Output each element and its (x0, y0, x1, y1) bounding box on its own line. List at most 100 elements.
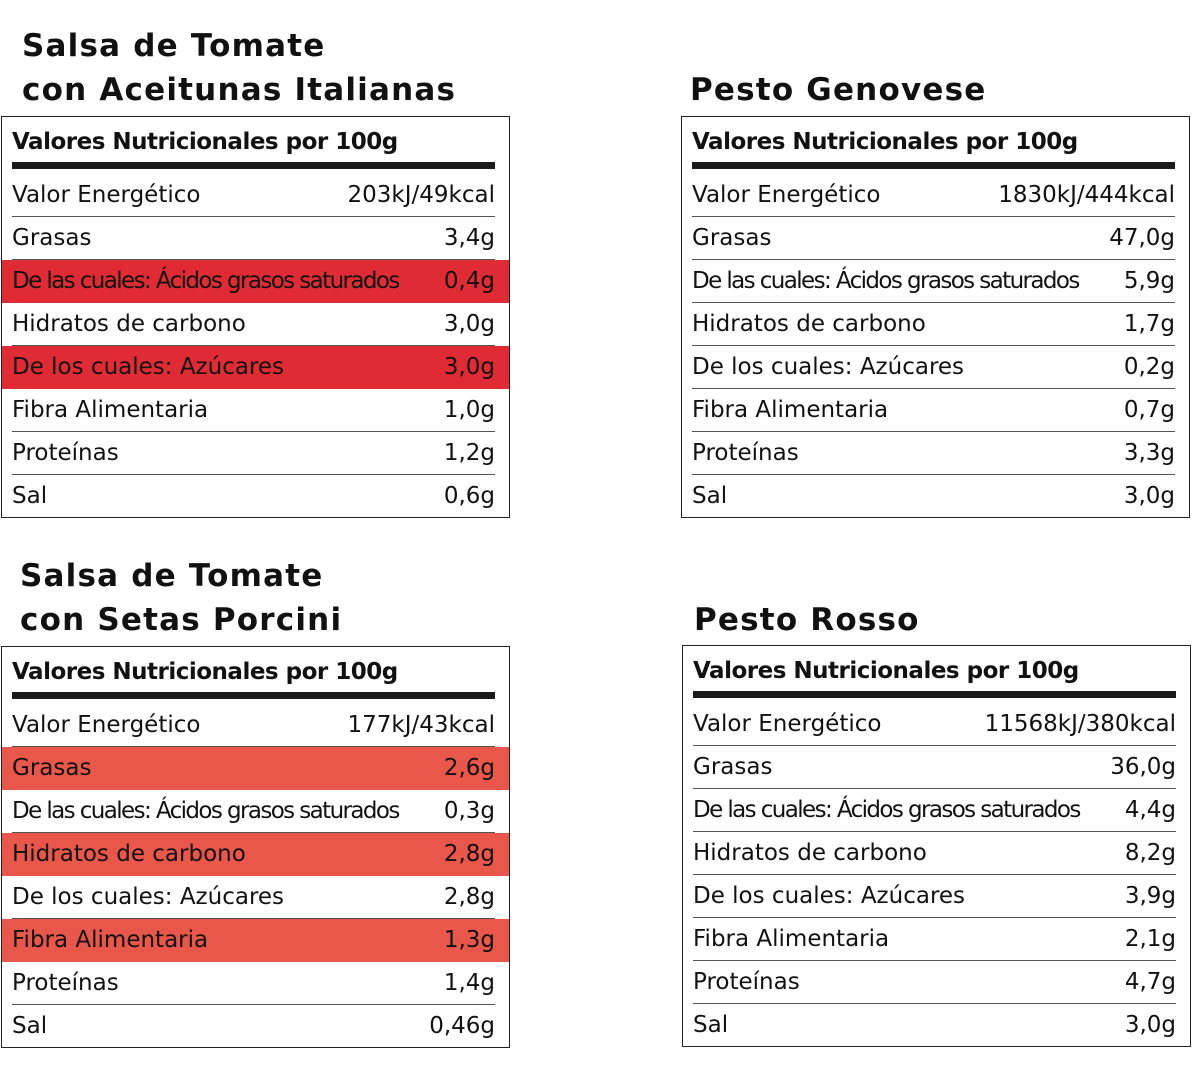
nutrient-label: De las cuales: Ácidos grasos saturados (692, 268, 1080, 294)
nutrient-label: Valor Energético (12, 712, 201, 738)
table-row: Sal 3,0g (683, 1004, 1176, 1047)
table-row: Valor Energético 177kJ/43kcal (2, 704, 495, 747)
nutrient-value: 4,7g (1124, 969, 1176, 995)
nutrient-value: 3,0g (443, 311, 495, 337)
header-rule (12, 162, 495, 169)
nutrient-label: Grasas (12, 755, 92, 781)
nutrient-value: 3,0g (1123, 483, 1175, 509)
nutrient-value: 0,46g (429, 1013, 495, 1039)
nutrient-label: Grasas (692, 225, 772, 251)
table-row: Grasas 2,6g (2, 747, 509, 790)
nutrient-label: Valor Energético (12, 182, 201, 208)
nutrient-label: Sal (693, 1012, 729, 1038)
table-row: De los cuales: Azúcares 3,9g (683, 875, 1176, 918)
nutrient-label: Proteínas (693, 969, 800, 995)
table-row: Fibra Alimentaria 0,7g (682, 389, 1175, 432)
table-row: Grasas 36,0g (683, 746, 1176, 789)
row-divider (692, 388, 1175, 389)
nutrient-label: De las cuales: Ácidos grasos saturados (12, 798, 400, 824)
row-divider (12, 259, 495, 260)
nutrient-value: 4,4g (1124, 797, 1176, 823)
table-row: Fibra Alimentaria 1,3g (2, 919, 509, 962)
row-divider (693, 745, 1176, 746)
row-divider (693, 788, 1176, 789)
panel-title: Salsa de Tomate con Setas Porcini (20, 554, 342, 642)
nutrient-value: 3,0g (1124, 1012, 1176, 1038)
nutrient-value: 47,0g (1109, 225, 1175, 251)
row-divider (693, 831, 1176, 832)
table-header: Valores Nutricionales por 100g (12, 659, 398, 685)
header-rule (692, 162, 1175, 169)
nutrient-value: 0,4g (443, 268, 495, 294)
table-row: De los cuales: Azúcares 2,8g (2, 876, 495, 919)
table-row: Sal 0,6g (2, 475, 495, 518)
row-divider (12, 216, 495, 217)
nutrient-label: De las cuales: Ácidos grasos saturados (12, 268, 400, 294)
nutrient-value: 2,8g (443, 884, 495, 910)
nutrient-value: 3,9g (1124, 883, 1176, 909)
nutrient-value: 8,2g (1124, 840, 1176, 866)
panel-title-line: Salsa de Tomate (20, 558, 324, 594)
nutrient-label: Proteínas (692, 440, 799, 466)
nutrient-label: Valor Energético (692, 182, 881, 208)
table-header: Valores Nutricionales por 100g (12, 129, 398, 155)
nutrient-value: 0,3g (443, 798, 495, 824)
panel-title-line: con Setas Porcini (20, 602, 343, 638)
row-divider (692, 431, 1175, 432)
row-divider (692, 474, 1175, 475)
nutrient-value: 3,4g (443, 225, 495, 251)
nutrient-label: Grasas (12, 225, 92, 251)
table-row: Proteínas 1,4g (2, 962, 495, 1005)
row-divider (692, 302, 1175, 303)
table-row: De las cuales: Ácidos grasos saturados 0,… (2, 790, 495, 833)
table-row: Fibra Alimentaria 1,0g (2, 389, 495, 432)
nutrition-table: Valores Nutricionales por 100g Valor Ene… (1, 116, 510, 518)
panel-title-line: con Aceitunas Italianas (22, 72, 457, 108)
row-divider (693, 1003, 1176, 1004)
row-divider (693, 960, 1176, 961)
nutrient-label: De los cuales: Azúcares (692, 354, 965, 380)
nutrient-value: 3,0g (443, 354, 495, 380)
nutrition-table: Valores Nutricionales por 100g Valor Ene… (682, 645, 1191, 1047)
nutrient-value: 203kJ/49kcal (347, 182, 495, 208)
nutrient-value: 36,0g (1110, 754, 1176, 780)
row-divider (12, 832, 495, 833)
row-divider (12, 474, 495, 475)
row-divider (693, 874, 1176, 875)
nutrient-value: 1,0g (443, 397, 495, 423)
table-row: De las cuales: Ácidos grasos saturados 5,… (682, 260, 1175, 303)
table-row: Hidratos de carbono 8,2g (683, 832, 1176, 875)
table-row: Hidratos de carbono 3,0g (2, 303, 495, 346)
panel-title: Pesto Rosso (694, 598, 920, 642)
nutrient-value: 2,1g (1124, 926, 1176, 952)
nutrient-value: 5,9g (1123, 268, 1175, 294)
table-row: Valor Energético 1830kJ/444kcal (682, 174, 1175, 217)
nutrient-value: 0,7g (1123, 397, 1175, 423)
nutrient-label: Hidratos de carbono (12, 841, 246, 867)
nutrition-table: Valores Nutricionales por 100g Valor Ene… (681, 116, 1190, 518)
table-row: Proteínas 3,3g (682, 432, 1175, 475)
nutrient-label: Grasas (693, 754, 773, 780)
table-row: De los cuales: Azúcares 3,0g (2, 346, 509, 389)
table-row: Proteínas 1,2g (2, 432, 495, 475)
table-row: Sal 3,0g (682, 475, 1175, 518)
nutrient-label: De los cuales: Azúcares (12, 354, 285, 380)
table-row: Grasas 3,4g (2, 217, 495, 260)
nutrient-value: 0,2g (1123, 354, 1175, 380)
row-divider (692, 345, 1175, 346)
table-row: De los cuales: Azúcares 0,2g (682, 346, 1175, 389)
nutrient-label: De los cuales: Azúcares (12, 884, 285, 910)
nutrient-label: Valor Energético (693, 711, 882, 737)
row-divider (693, 917, 1176, 918)
table-row: Fibra Alimentaria 2,1g (683, 918, 1176, 961)
nutrient-label: Hidratos de carbono (693, 840, 927, 866)
row-divider (12, 918, 495, 919)
nutrient-value: 11568kJ/380kcal (984, 711, 1176, 737)
nutrient-value: 3,3g (1123, 440, 1175, 466)
table-row: Valor Energético 203kJ/49kcal (2, 174, 495, 217)
row-divider (692, 216, 1175, 217)
panel-title-line: Pesto Genovese (690, 72, 987, 108)
nutrient-value: 1,3g (443, 927, 495, 953)
table-header: Valores Nutricionales por 100g (692, 129, 1078, 155)
nutrient-value: 1,2g (443, 440, 495, 466)
